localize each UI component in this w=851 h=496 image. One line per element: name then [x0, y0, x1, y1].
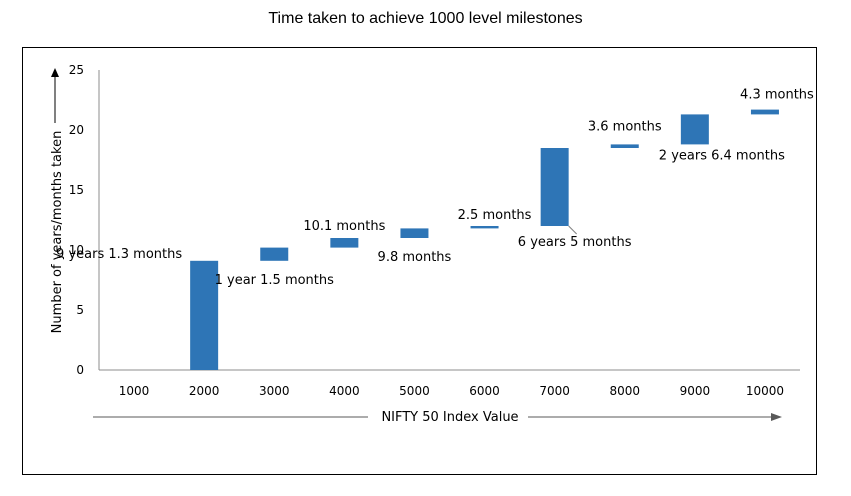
- bar: [470, 226, 499, 229]
- data-label: 9.8 months: [378, 250, 452, 265]
- x-tick-label: 4000: [329, 384, 360, 398]
- x-tick-label: 8000: [609, 384, 640, 398]
- data-label: 2.5 months: [458, 208, 532, 223]
- bar: [680, 114, 709, 145]
- data-label: 1 year 1.5 months: [215, 273, 335, 288]
- y-axis-title: Number of years/months taken: [50, 131, 65, 334]
- bar: [260, 247, 289, 261]
- y-tick-label: 15: [69, 183, 84, 197]
- x-axis: 1000 2000 3000 4000 5000 6000 7000 8000 9000 1000…: [93, 384, 784, 425]
- y-tick-label: 0: [76, 363, 84, 377]
- data-label: 2 years 6.4 months: [659, 148, 785, 163]
- data-label: 4.3 months: [740, 88, 814, 103]
- y-tick-label: 20: [69, 123, 84, 137]
- chart-frame: [22, 47, 817, 475]
- y-tick-label: 25: [69, 63, 84, 77]
- bar: [750, 109, 779, 115]
- x-tick-label: 1000: [119, 384, 150, 398]
- x-tick-label: 7000: [539, 384, 570, 398]
- x-tick-label: 3000: [259, 384, 290, 398]
- x-tick-label: 6000: [469, 384, 500, 398]
- x-axis-arrow-head-icon: [771, 413, 782, 421]
- x-tick-label: 2000: [189, 384, 220, 398]
- bar: [190, 260, 219, 370]
- chart-data-labels: 9 years 1.3 months 1 year 1.5 months 10.1 …: [56, 88, 814, 288]
- data-label-leader-line: [568, 225, 578, 235]
- x-axis-title: NIFTY 50 Index Value: [381, 410, 518, 425]
- x-tick-label: 9000: [680, 384, 711, 398]
- data-label: 10.1 months: [303, 219, 385, 234]
- y-tick-label: 5: [76, 303, 84, 317]
- chart-title: Time taken to achieve 1000 level milesto…: [268, 10, 583, 27]
- x-tick-label: 5000: [399, 384, 430, 398]
- bar: [330, 238, 359, 248]
- y-tick-label: 10: [69, 243, 84, 257]
- data-label: 6 years 5 months: [518, 235, 632, 250]
- bar: [540, 148, 569, 226]
- y-axis-arrow-head-icon: [51, 68, 59, 77]
- bar: [610, 144, 639, 148]
- data-label: 9 years 1.3 months: [56, 247, 182, 262]
- data-label: 3.6 months: [588, 119, 662, 134]
- bar: [400, 228, 429, 238]
- chart-bars: [190, 109, 779, 370]
- x-tick-label: 10000: [746, 384, 784, 398]
- y-axis: 0 5 10 15 20 25 Number of years/months taken: [50, 63, 84, 377]
